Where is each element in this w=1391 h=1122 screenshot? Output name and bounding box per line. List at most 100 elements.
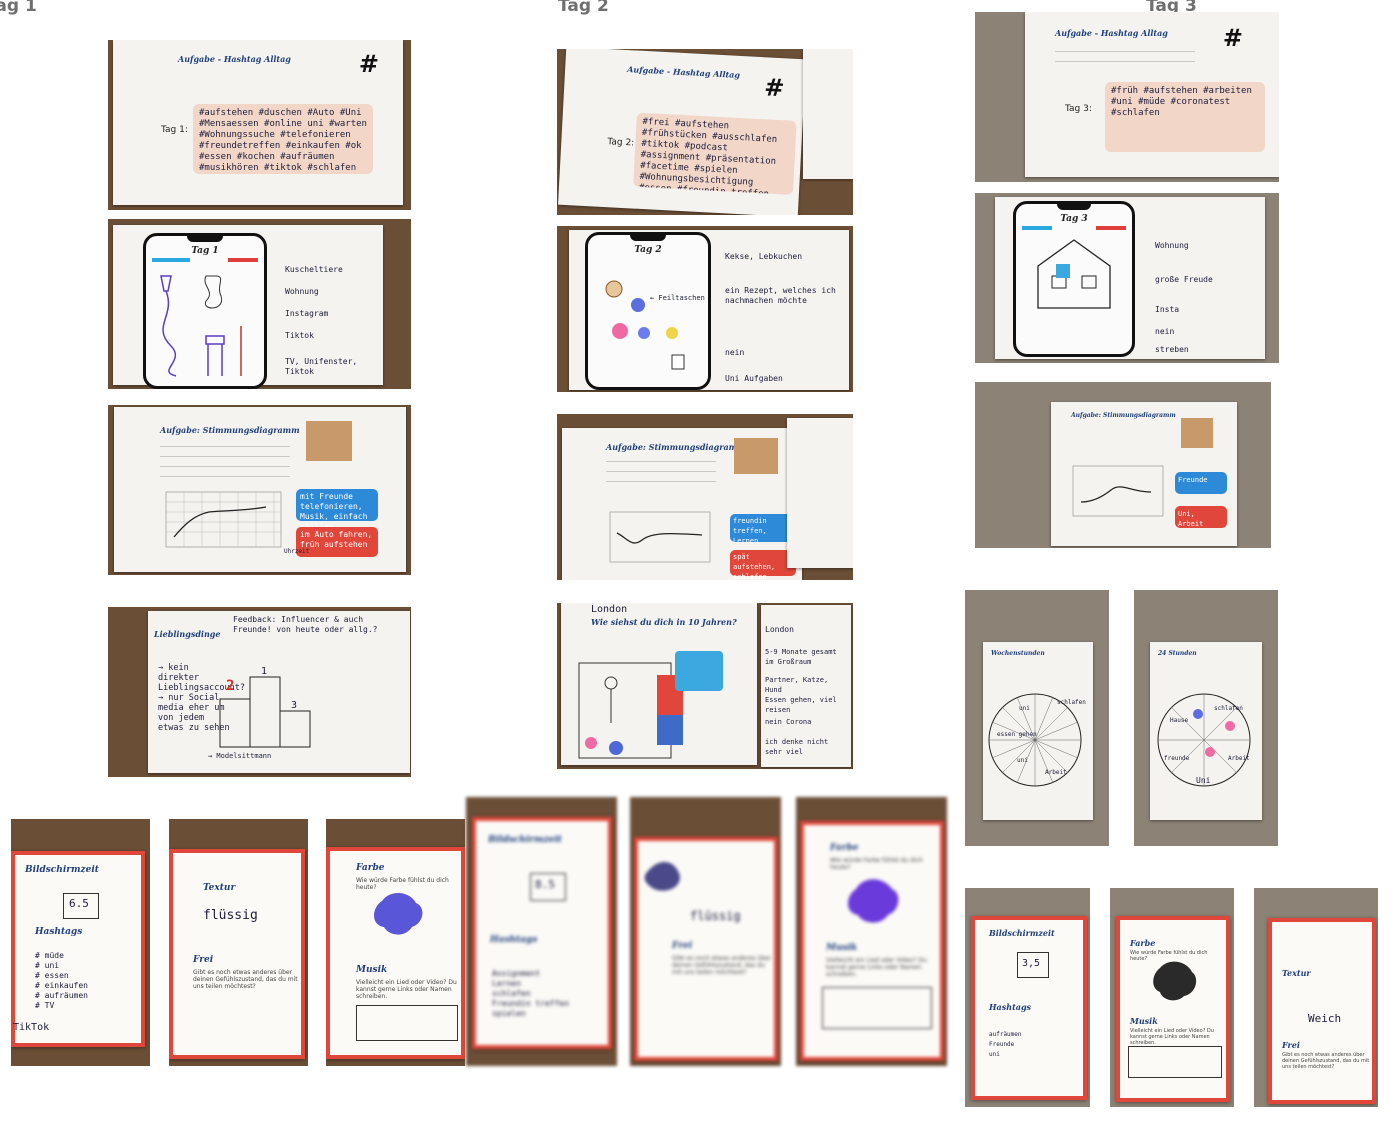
- card-title: Farbe: [356, 863, 385, 873]
- line-1: # müde: [35, 951, 64, 960]
- hash-symbol: #: [358, 50, 379, 78]
- feeling-card: Farbe Wie würde Farbe fühlst du dich heu…: [326, 847, 465, 1059]
- negative-box: im Auto fahren, früh aufstehen: [296, 527, 378, 557]
- feeling-card: Bildschirmzeit 8.5 Hashtags Assignment L…: [472, 817, 612, 1049]
- photo-card-3: Farbe Wie würde Farbe fühlst du dich heu…: [326, 819, 465, 1066]
- hashtag-sheet: Aufgabe - Hashtag Alltag # Tag 1: #aufst…: [113, 40, 403, 205]
- answer-4: Tiktok: [285, 331, 314, 340]
- phone-sheet: Tag 1 Kuscheltiere Wohnung Instagram Tik…: [113, 225, 383, 389]
- sheet-title: Lieblingsdinge: [154, 629, 221, 639]
- idol-sheet: Lieblingsdinge Feedback: Influencer & au…: [148, 611, 410, 773]
- card-title-2: Musik: [1130, 1016, 1158, 1026]
- answer-2: ein Rezept, welches ich nachmachen möcht…: [725, 286, 836, 305]
- hashtag-box: #früh #aufstehen #arbeiten #uni #müde #c…: [1105, 82, 1265, 152]
- answer-6: ich denke nicht sehr viel: [765, 738, 829, 756]
- card-value: flüssig: [203, 908, 258, 923]
- card-prompt: Gibt es noch etwas anderes über deinen G…: [193, 969, 298, 990]
- positive-box: Freunde: [1175, 472, 1227, 494]
- answer-2: große Freude: [1155, 275, 1213, 284]
- color-blob: [1153, 961, 1197, 1001]
- answer-5: TV, Unifenster, Tiktok: [285, 357, 358, 376]
- photo-card-7: Bildschirmzeit 3,5 Hashtags aufräumen Fr…: [965, 888, 1090, 1107]
- feeling-card: Bildschirmzeit 6.5 Hashtags # müde # uni…: [11, 851, 145, 1047]
- photo-mood-tag1: Aufgabe: Stimmungsdiagramm mit Freunde t…: [108, 405, 411, 575]
- color-blob: [374, 892, 423, 935]
- positive-box: freundin treffen, Lernen: [730, 514, 796, 545]
- podium-2: 2: [226, 678, 235, 694]
- answers-sheet: London 5-9 Monate gesamt im Großraum Par…: [761, 605, 851, 767]
- photo-card-4: Bildschirmzeit 8.5 Hashtags Assignment L…: [466, 797, 617, 1066]
- music-box: [1128, 1046, 1222, 1078]
- hashtag-sheet: Aufgabe - Hashtag Alltag # Tag 2: #frei …: [558, 49, 806, 215]
- day-label-1: Tag 1: [0, 0, 37, 16]
- photo-hashtag-tag3: Aufgabe - Hashtag Alltag # Tag 3: #früh …: [975, 12, 1279, 182]
- hashtag-box: #frei #aufstehen #frühstücken #ausschlaf…: [633, 112, 797, 195]
- photo-future-sheet: London Wie siehst du dich in 10 Jahren? …: [557, 603, 853, 769]
- clock-label-3: essen gehen: [997, 731, 1037, 738]
- photo-mood-tag2: Aufgabe: Stimmungsdiagramm freundin tref…: [557, 414, 853, 580]
- card-value: Weich: [1308, 1012, 1342, 1025]
- line-2: Freunde: [989, 1041, 1015, 1048]
- phone-sheet: Tag 3 Wohnung große Freude Insta nein st…: [995, 197, 1265, 359]
- answer-1: London: [765, 625, 794, 634]
- city-label: London: [591, 604, 628, 615]
- house-drawing: [1037, 239, 1111, 309]
- footer-note: → Modelsittmann: [208, 752, 272, 760]
- clock-label-4: Arbeit: [1228, 755, 1250, 762]
- mood-sheet: Aufgabe: Stimmungsdiagramm Freunde Uni, …: [1051, 402, 1237, 546]
- photo-card-6: Farbe Wie würde Farbe fühlst du dich heu…: [796, 797, 947, 1066]
- sheet-title: Wie siehst du dich in 10 Jahren?: [591, 617, 737, 627]
- photo-hashtag-tag1: Aufgabe - Hashtag Alltag # Tag 1: #aufst…: [108, 40, 411, 210]
- positive-text: Freunde: [1178, 476, 1208, 484]
- card-title: Textur: [1282, 968, 1311, 978]
- doodle-drawing: [160, 275, 242, 377]
- card-value: 8.5: [535, 878, 555, 891]
- podium-3: 3: [291, 700, 298, 711]
- music-box: [822, 987, 932, 1029]
- clock-label-5: Hause: [1170, 717, 1189, 724]
- feeling-card: Textur Weich Frei Gibt es noch etwas and…: [1268, 918, 1376, 1104]
- answer-1: Wohnung: [1155, 241, 1189, 250]
- card-subtitle: Wie würde Farbe fühlst du dich heute?: [830, 857, 923, 871]
- negative-text: Uni, Arbeit: [1178, 510, 1204, 528]
- card-subtitle: Wie würde Farbe fühlst du dich heute?: [1130, 950, 1208, 962]
- color-blob: [848, 879, 899, 923]
- sheet-title: Aufgabe: Stimmungsdiagramm: [606, 442, 746, 452]
- photo-card-5: flüssig Frei Gibt es noch etwas anderes …: [630, 797, 781, 1066]
- card-title-2: Hashtags: [490, 935, 538, 945]
- card-subtitle: Wie würde Farbe fühlst du dich heute?: [356, 877, 449, 891]
- feeling-card: Farbe Wie würde Farbe fühlst du dich heu…: [800, 821, 944, 1061]
- clock-label-5: Arbeit: [1045, 769, 1067, 776]
- music-box: [356, 1005, 458, 1041]
- clock-sheet: Wochenstunden schlafen uni essen gehen u…: [983, 642, 1093, 820]
- line-1: Assignment: [492, 969, 541, 978]
- line-3: schlafen: [492, 989, 531, 998]
- clock-label-2: Uni: [1196, 776, 1211, 785]
- sticker-collage: [605, 280, 685, 370]
- card-title: Farbe: [830, 843, 859, 853]
- card-prompt: Vielleicht ein Lied oder Video? Du kanns…: [826, 957, 927, 978]
- card-title: Bildschirmzeit: [488, 835, 562, 845]
- card-title: Bildschirmzeit: [25, 865, 99, 875]
- texture-blob: [644, 862, 680, 891]
- mood-graph: [165, 491, 282, 548]
- stimmung-illustration: [1181, 418, 1213, 448]
- phone-title: Tag 2: [634, 245, 662, 255]
- day-tag: Tag 2:: [607, 137, 635, 149]
- clock-label-3: freunde: [1164, 755, 1190, 762]
- answer-3: Insta: [1155, 305, 1180, 314]
- negative-text: spät aufstehen, schlafen: [733, 553, 776, 580]
- phone-frame: Tag 2 ← Feiltaschen: [585, 232, 711, 390]
- answer-1: Kekse, Lebkuchen: [725, 252, 803, 261]
- phone-frame: Tag 3: [1013, 201, 1135, 357]
- line-2: # uni: [35, 961, 60, 970]
- blue-sticker: [675, 651, 723, 691]
- line-4: Freundin treffen: [492, 999, 570, 1008]
- answer-4: Uni Aufgaben: [725, 374, 783, 383]
- phone-frame: Tag 1: [143, 233, 267, 389]
- future-sheet: London Wie siehst du dich in 10 Jahren?: [561, 603, 757, 765]
- line-3: uni: [989, 1051, 1000, 1058]
- hashtag-sheet: Aufgabe - Hashtag Alltag # Tag 3: #früh …: [1025, 12, 1279, 177]
- card-title-2: Frei: [193, 955, 214, 965]
- photo-hashtag-tag2: Aufgabe - Hashtag Alltag # Tag 2: #frei …: [557, 49, 853, 215]
